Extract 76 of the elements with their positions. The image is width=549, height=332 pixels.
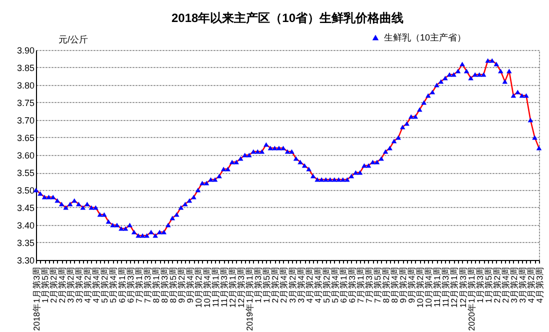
y-tick-label: 3.35 <box>16 238 34 248</box>
x-tick-label: 2月第2周 <box>492 266 502 303</box>
y-tick-label: 3.50 <box>16 186 34 196</box>
x-tick-label: 6月第3周 <box>125 266 136 303</box>
y-tick-label: 3.85 <box>16 63 34 73</box>
y-axis-title: 元/公斤 <box>58 34 88 44</box>
chart-title: 2018年以来主产区（10省）生鲜乳价格曲线 <box>171 11 404 25</box>
x-tick-label: 11月第3周 <box>440 266 451 308</box>
x-tick-label: 10月第4周 <box>202 266 212 308</box>
x-tick-label: 9月第4周 <box>406 266 417 303</box>
x-tick-label: 2月第4周 <box>57 266 68 303</box>
x-tick-label: 7月第1周 <box>134 266 144 303</box>
x-tick-label: 3月第2周 <box>508 266 519 303</box>
y-tick-label: 3.70 <box>16 116 34 126</box>
x-tick-label: 3月第2周 <box>287 266 298 303</box>
y-tick-label: 3.90 <box>16 46 34 56</box>
x-tick-label: 3月第4周 <box>296 266 306 303</box>
x-tick-label: 1月第5周 <box>483 266 494 303</box>
x-tick-label: 10月第4周 <box>424 266 434 308</box>
x-tick-label: 5月第4周 <box>330 266 340 303</box>
x-tick-label: 1月第5周 <box>40 266 50 303</box>
x-tick-label: 2月第2周 <box>270 266 280 303</box>
x-tick-label: 7月第5周 <box>372 266 383 303</box>
x-tick-label: 4月第4周 <box>91 266 102 303</box>
x-tick-label: 4月第2周 <box>526 266 536 303</box>
x-tick-label: 8月第5周 <box>168 266 178 303</box>
x-tick-label: 11月第3周 <box>219 266 230 308</box>
y-tick-label: 3.65 <box>16 133 34 143</box>
x-tick-label: 12月第3周 <box>236 266 246 308</box>
x-tick-label: 2月第4周 <box>500 266 510 303</box>
x-tick-label: 3月第2周 <box>66 266 76 303</box>
x-tick-label: 12月第3周 <box>458 266 468 308</box>
y-tick-label: 3.60 <box>16 150 34 160</box>
x-tick-label: 5月第4周 <box>108 266 118 303</box>
x-tick-label: 8月第1周 <box>150 266 161 303</box>
x-tick-label: 1月第5周 <box>262 266 272 303</box>
x-tick-label: 5月第2周 <box>321 266 332 303</box>
x-tick-label: 2019年1月第1周 <box>244 266 255 331</box>
x-tick-label: 3月第4周 <box>517 266 528 303</box>
y-tick-label: 3.45 <box>16 203 34 213</box>
y-tick-label: 3.75 <box>16 98 34 108</box>
y-tick-label: 3.40 <box>16 220 34 230</box>
x-tick-label: 2018年1月第3周 <box>32 266 42 331</box>
x-tick-label: 5月第2周 <box>100 266 110 303</box>
x-tick-label: 8月第4周 <box>390 266 400 303</box>
x-tick-label: 2月第2周 <box>48 266 59 303</box>
x-tick-label: 10月第2周 <box>193 266 204 308</box>
x-tick-label: 12月第1周 <box>449 266 460 308</box>
x-tick-label: 4月第3周 <box>534 266 544 303</box>
x-tick-label: 6月第1周 <box>338 266 348 303</box>
x-tick-label: 7月第3周 <box>142 266 152 303</box>
x-tick-label: 4月第2周 <box>82 266 93 303</box>
y-tick-label: 3.55 <box>16 168 34 178</box>
x-tick-label: 6月第1周 <box>116 266 127 303</box>
x-tick-label: 7月第3周 <box>364 266 374 303</box>
x-tick-label: 9月第2周 <box>176 266 186 303</box>
x-tick-label: 11月第1周 <box>432 266 442 308</box>
x-tick-label: 10月第2周 <box>415 266 426 308</box>
legend-label: 生鲜乳（10主产省） <box>384 32 466 42</box>
x-tick-label: 4月第4周 <box>312 266 323 303</box>
x-tick-label: 8月第3周 <box>159 266 170 303</box>
x-tick-label: 1月第3周 <box>253 266 264 303</box>
x-tick-label: 8月第2周 <box>381 266 392 303</box>
x-tick-label: 2月第4周 <box>278 266 289 303</box>
x-tick-label: 4月第2周 <box>304 266 314 303</box>
x-tick-label: 3月第4周 <box>74 266 84 303</box>
x-tick-label: 9月第2周 <box>398 266 408 303</box>
y-tick-label: 3.80 <box>16 80 34 90</box>
x-tick-label: 6月第3周 <box>346 266 357 303</box>
x-tick-label: 11月第1周 <box>210 266 221 308</box>
x-tick-label: 2020年1月第1周 <box>466 266 476 331</box>
x-tick-label: 12月第1周 <box>228 266 238 308</box>
y-tick-label: 3.30 <box>16 256 34 266</box>
x-tick-label: 7月第1周 <box>355 266 366 303</box>
x-tick-label: 9月第4周 <box>184 266 195 303</box>
x-tick-label: 1月第3周 <box>474 266 485 303</box>
